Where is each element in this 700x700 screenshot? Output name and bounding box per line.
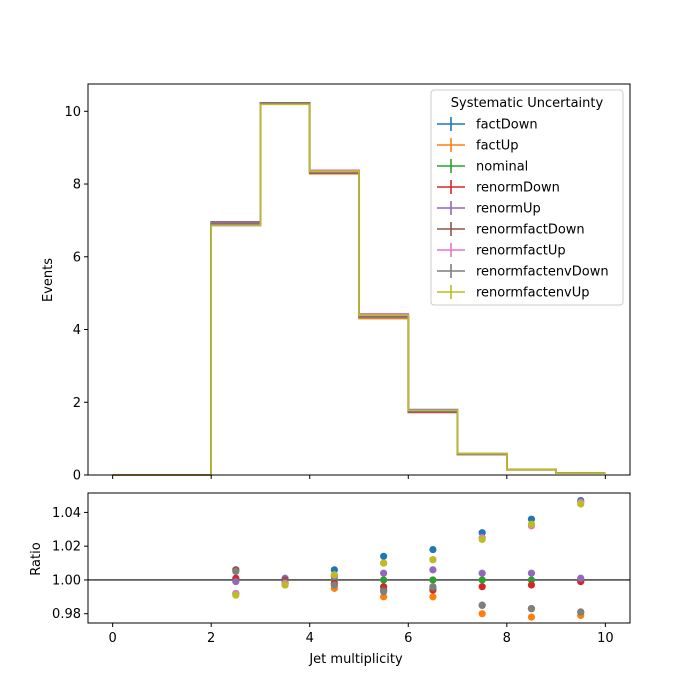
ratio-point: [527, 605, 536, 613]
legend-entry-renormfactenvUp: renormfactenvUp: [437, 285, 590, 301]
legend-entry-renormfactenvDown: renormfactenvDown: [437, 264, 609, 280]
ratio-panel: 0.98 1.00 1.02 1.04 0 2 4 6 8 10 Ratio Jet multi…: [29, 492, 631, 667]
histogram-steps: [112, 102, 606, 476]
legend-title: Systematic Uncertainty: [451, 96, 604, 111]
legend-entry-nominal: nominal: [437, 159, 528, 175]
ratio-point: [330, 571, 338, 579]
main-histogram-panel: 0 2 4 6 8 10 Events Systematic Uncertainty fa…: [41, 83, 631, 484]
ratio-point: [380, 593, 388, 601]
main-y-tick-label: 0: [73, 469, 81, 484]
legend-entry-renormDown: renormDown: [437, 180, 560, 196]
ratio-point: [380, 552, 388, 560]
ratio-x-ticks: 0 2 4 6 8 10: [108, 623, 614, 646]
ratio-point: [330, 581, 338, 589]
main-y-tick-label: 6: [73, 250, 81, 265]
legend-label: renormUp: [476, 202, 541, 217]
main-plot-frame: [87, 83, 631, 476]
ratio-series-renormUp: [232, 566, 585, 586]
ratio-point: [577, 500, 585, 508]
ratio-point: [527, 613, 536, 621]
ratio-point: [527, 569, 536, 577]
ratio-y-ticks: 0.98 1.00 1.02 1.04: [52, 506, 88, 622]
legend-label: renormfactenvDown: [476, 265, 609, 280]
ratio-point: [577, 574, 585, 582]
main-y-tick-label: 10: [64, 105, 81, 120]
legend-entry-renormUp: renormUp: [437, 201, 541, 217]
ratio-y-axis-label: Ratio: [29, 542, 44, 575]
x-tick-label: 6: [404, 631, 412, 646]
ratio-series-renormfactenvUp: [232, 500, 585, 599]
ratio-point: [380, 576, 388, 584]
main-y-tick-label: 2: [73, 396, 81, 411]
main-y-tick-label: 4: [73, 323, 81, 338]
legend-label: renormfactUp: [476, 244, 566, 259]
ratio-point: [478, 583, 486, 591]
legend-entry-renormfactDown: renormfactDown: [437, 222, 585, 238]
ratio-point: [380, 588, 388, 596]
ratio-point: [527, 515, 536, 523]
ratio-y-tick-label: 1.02: [52, 540, 81, 555]
ratio-point: [478, 535, 486, 544]
legend-label: factDown: [476, 118, 538, 133]
ratio-point: [232, 567, 240, 576]
main-y-tick-label: 8: [73, 178, 81, 193]
x-axis-label: Jet multiplicity: [308, 652, 403, 667]
ratio-point: [478, 529, 486, 537]
ratio-y-tick-label: 0.98: [52, 607, 81, 622]
ratio-point: [429, 593, 437, 601]
x-tick-label: 4: [306, 631, 314, 646]
ratio-point: [429, 576, 437, 584]
legend-entry-renormfactUp: renormfactUp: [437, 243, 566, 259]
legend-label: factUp: [476, 139, 519, 154]
ratio-point: [232, 578, 240, 586]
legend-entry-factDown: factDown: [437, 117, 538, 133]
ratio-point: [380, 569, 388, 577]
legend-frame: [430, 89, 624, 306]
ratio-point: [429, 583, 437, 591]
ratio-point: [380, 559, 388, 567]
x-tick-label: 2: [207, 631, 215, 646]
ratio-point: [429, 556, 437, 564]
legend-label: nominal: [476, 160, 528, 175]
ratio-plot-frame: [87, 492, 631, 624]
ratio-point: [232, 591, 240, 599]
histogram-series-renormfactenvUp: [112, 103, 606, 476]
ratio-point: [429, 545, 437, 554]
main-y-axis-label: Events: [41, 258, 56, 302]
ratio-points: [232, 496, 585, 621]
ratio-y-tick-label: 1.00: [52, 573, 81, 588]
x-tick-label: 10: [597, 631, 614, 646]
main-x-ticks: [112, 475, 606, 479]
ratio-point: [478, 569, 486, 577]
legend-label: renormfactDown: [476, 223, 585, 238]
x-tick-label: 8: [503, 631, 511, 646]
ratio-point: [281, 581, 289, 589]
legend: Systematic Uncertainty factDown factUp nom…: [430, 89, 624, 306]
ratio-point: [429, 566, 437, 574]
legend-entry-factUp: factUp: [437, 138, 519, 154]
ratio-point: [527, 576, 536, 584]
x-tick-label: 0: [108, 631, 116, 646]
ratio-point: [527, 581, 536, 589]
ratio-y-tick-label: 1.04: [52, 506, 81, 521]
ratio-point: [478, 610, 486, 618]
main-y-ticks: 0 2 4 6 8 10: [64, 105, 88, 484]
legend-label: renormfactenvUp: [476, 286, 590, 301]
legend-label: renormDown: [476, 181, 560, 196]
ratio-point: [330, 566, 338, 574]
ratio-point: [478, 601, 486, 609]
ratio-point: [478, 576, 486, 584]
ratio-point: [527, 520, 536, 528]
ratio-point: [577, 608, 585, 616]
